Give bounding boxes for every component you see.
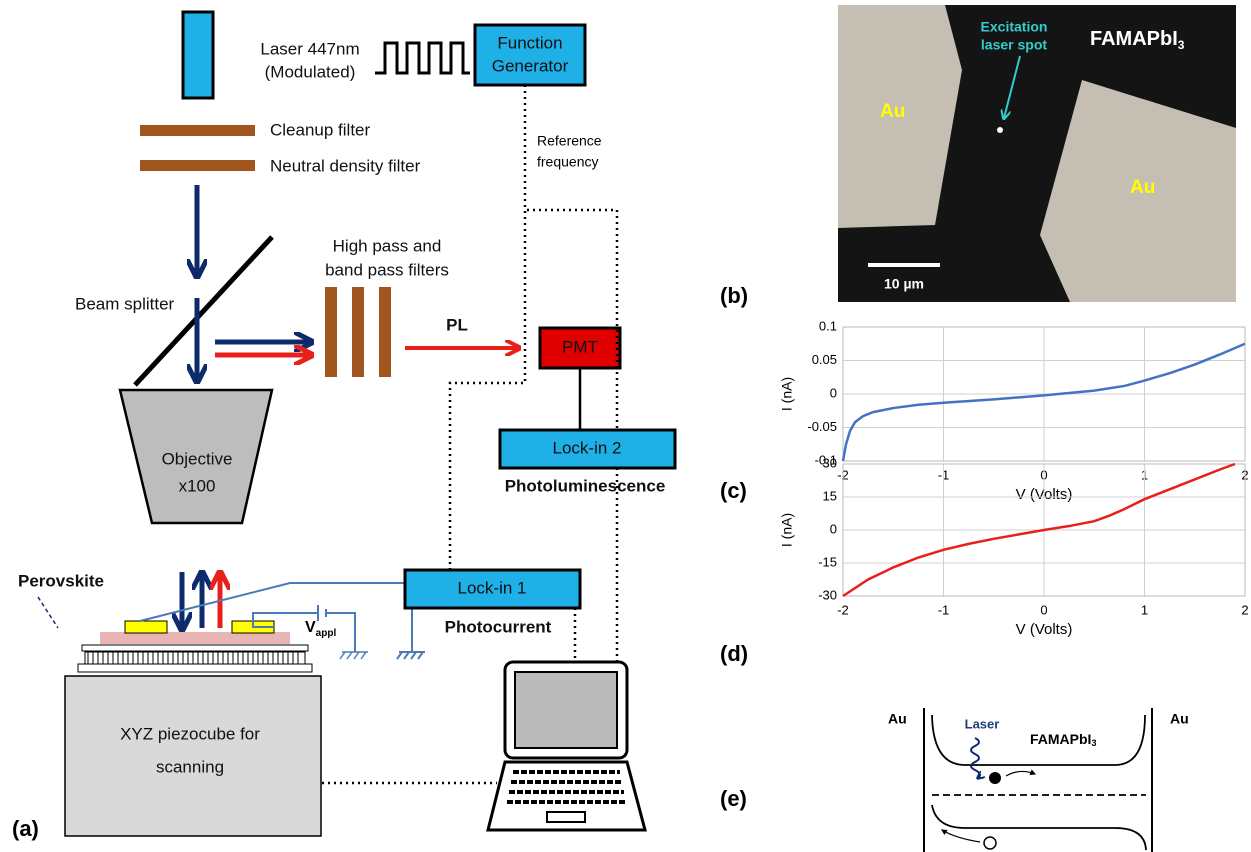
hole bbox=[984, 837, 996, 849]
label: Laser bbox=[965, 716, 1000, 731]
panel-label: (d) bbox=[720, 641, 748, 666]
filter bbox=[379, 287, 391, 377]
y-tick-label: -0.05 bbox=[807, 419, 837, 434]
ground bbox=[397, 608, 425, 659]
label: band pass filters bbox=[325, 260, 449, 279]
x-tick-label: -2 bbox=[837, 602, 849, 617]
battery bbox=[318, 605, 326, 621]
y-tick-label: 0.1 bbox=[819, 318, 837, 333]
stage-stripes bbox=[88, 652, 298, 664]
y-tick-label: 15 bbox=[823, 488, 837, 503]
x-tick-label: -1 bbox=[938, 602, 950, 617]
panel-label: (c) bbox=[720, 478, 747, 503]
label: FAMAPbI3 bbox=[1090, 28, 1185, 52]
filter bbox=[140, 125, 255, 136]
label: (Modulated) bbox=[265, 62, 356, 81]
y-tick-label: 30 bbox=[823, 455, 837, 470]
electron bbox=[989, 772, 1001, 784]
label: Au bbox=[888, 711, 907, 727]
laser-spot bbox=[997, 127, 1003, 133]
label: Neutral density filter bbox=[270, 156, 421, 175]
y-axis-label: I (nA) bbox=[779, 513, 795, 547]
label: Lock-in 2 bbox=[553, 438, 622, 457]
y-tick-label: -15 bbox=[818, 554, 837, 569]
y-tick-label: 0.05 bbox=[812, 352, 837, 367]
filter bbox=[140, 160, 255, 171]
x-axis-label: V (Volts) bbox=[1016, 621, 1073, 638]
label: 10 µm bbox=[884, 276, 924, 292]
y-tick-label: -30 bbox=[818, 587, 837, 602]
label: FAMAPbI3 bbox=[1030, 731, 1096, 749]
micrograph: Au Au Excitation laser spot FAMAPbI3 10 … bbox=[838, 5, 1236, 302]
label: scanning bbox=[156, 757, 224, 776]
label: Generator bbox=[492, 56, 569, 75]
label: Laser 447nm bbox=[260, 39, 359, 58]
stage bbox=[82, 645, 308, 651]
label: PL bbox=[446, 315, 468, 334]
y-tick-label: 0 bbox=[830, 521, 837, 536]
filter bbox=[352, 287, 364, 377]
square-wave bbox=[375, 43, 470, 73]
stage bbox=[78, 664, 312, 672]
label: laser spot bbox=[981, 37, 1047, 53]
label: PMT bbox=[562, 337, 598, 356]
setup-diagram: Laser 447nm (Modulated) Function Generat… bbox=[18, 12, 675, 836]
touchpad bbox=[547, 812, 585, 822]
figure: Laser 447nm (Modulated) Function Generat… bbox=[0, 0, 1251, 852]
panel-label: (b) bbox=[720, 283, 748, 308]
label: Au bbox=[880, 101, 905, 122]
label: Objective bbox=[162, 449, 233, 468]
pointer bbox=[38, 597, 58, 628]
x-tick-label: 2 bbox=[1241, 602, 1248, 617]
drift-arrow bbox=[942, 830, 980, 842]
photon bbox=[971, 738, 980, 778]
y-axis-label: I (nA) bbox=[779, 377, 795, 411]
laser bbox=[183, 12, 213, 98]
filter bbox=[325, 287, 337, 377]
x-tick-label: 1 bbox=[1141, 602, 1148, 617]
perovskite-layer bbox=[100, 632, 290, 644]
signal-line bbox=[527, 210, 617, 430]
label: Reference bbox=[537, 133, 602, 149]
label: Function bbox=[497, 33, 562, 52]
label: Perovskite bbox=[18, 571, 104, 590]
band bbox=[932, 805, 1146, 850]
laptop-display bbox=[515, 672, 617, 748]
electrode bbox=[125, 621, 167, 633]
label: frequency bbox=[537, 154, 598, 170]
drift-arrow bbox=[1006, 771, 1035, 776]
panel-label: (a) bbox=[12, 816, 39, 841]
ground bbox=[340, 652, 368, 659]
label: x100 bbox=[179, 476, 216, 495]
label: XYZ piezocube for bbox=[120, 724, 260, 743]
label: High pass and bbox=[333, 236, 442, 255]
label: Photocurrent bbox=[445, 617, 552, 636]
label: Excitation bbox=[981, 19, 1048, 35]
band-diagram: Laser FAMAPbI3 Au Au bbox=[888, 708, 1189, 852]
label: Au bbox=[1130, 177, 1155, 198]
x-tick-label: 0 bbox=[1040, 602, 1047, 617]
label: Lock-in 1 bbox=[458, 578, 527, 597]
piezocube bbox=[65, 676, 321, 836]
y-tick-label: 0 bbox=[830, 385, 837, 400]
panel-label: (e) bbox=[720, 786, 747, 811]
label: Photoluminescence bbox=[505, 476, 666, 495]
label: Cleanup filter bbox=[270, 120, 371, 139]
label: Beam splitter bbox=[75, 294, 175, 313]
label: Au bbox=[1170, 711, 1189, 727]
label: Vappl bbox=[305, 619, 336, 638]
